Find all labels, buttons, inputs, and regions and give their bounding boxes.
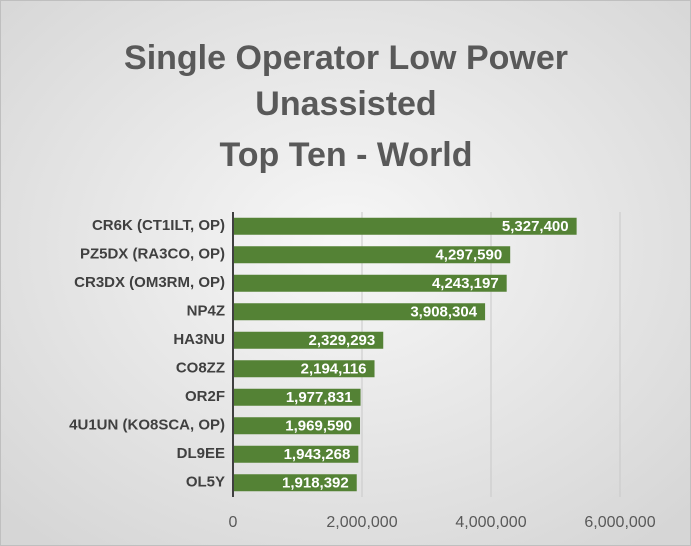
- y-tick-label: CR3DX (OM3RM, OP): [74, 274, 225, 291]
- value-label: 1,969,590: [285, 418, 352, 435]
- bar: [233, 303, 486, 321]
- bar: [233, 331, 384, 349]
- value-label: 1,943,268: [284, 446, 351, 463]
- y-tick-label: 4U1UN (KO8SCA, OP): [69, 417, 225, 434]
- y-tick-label: NP4Z: [187, 303, 225, 320]
- x-tick-label: 0: [229, 514, 238, 531]
- y-tick-label: HA3NU: [173, 331, 225, 348]
- x-tick-label: 2,000,000: [326, 514, 397, 531]
- x-tick-label: 4,000,000: [455, 514, 526, 531]
- y-tick-label: DL9EE: [177, 445, 225, 462]
- y-tick-label: CR6K (CT1ILT, OP): [92, 217, 225, 234]
- y-tick-label: OR2F: [185, 388, 225, 405]
- chart-title: Top Ten - World: [219, 136, 472, 174]
- bar: [233, 360, 375, 378]
- value-label: 1,918,392: [282, 475, 349, 492]
- bar: [233, 274, 507, 292]
- bar: [233, 445, 359, 463]
- value-label: 5,327,400: [502, 218, 569, 235]
- value-label: 1,977,831: [286, 389, 353, 406]
- value-label: 4,243,197: [432, 275, 499, 292]
- y-tick-label: OL5Y: [186, 474, 225, 491]
- y-tick-label: PZ5DX (RA3CO, OP): [80, 246, 225, 263]
- value-label: 2,194,116: [301, 361, 367, 378]
- bar: [233, 474, 357, 492]
- bar: [233, 246, 511, 264]
- chart-title: Unassisted: [255, 85, 436, 123]
- value-label: 4,297,590: [435, 247, 502, 264]
- value-label: 2,329,293: [309, 332, 376, 349]
- x-tick-label: 6,000,000: [584, 514, 655, 531]
- bar: [233, 417, 361, 435]
- bar: [233, 388, 361, 406]
- bar: [233, 217, 577, 235]
- chart-title: Single Operator Low Power: [124, 39, 568, 77]
- value-label: 3,908,304: [410, 304, 477, 321]
- y-tick-label: CO8ZZ: [176, 360, 225, 377]
